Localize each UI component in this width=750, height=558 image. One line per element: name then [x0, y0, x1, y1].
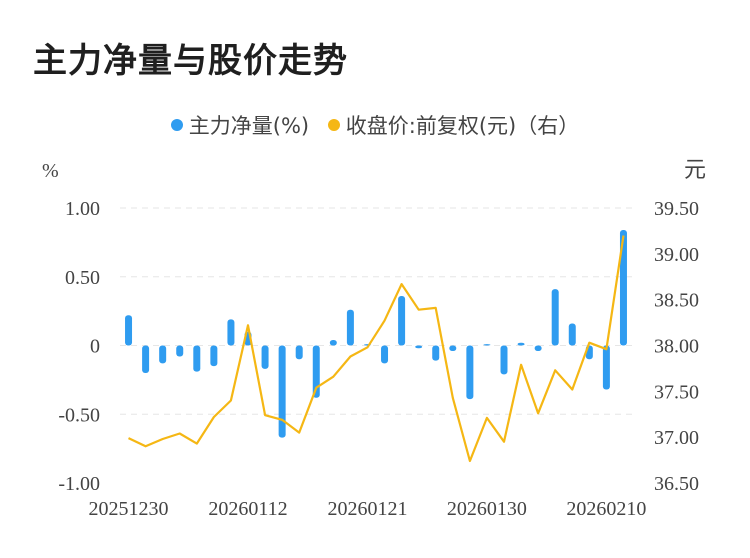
bar[interactable] — [329, 340, 337, 346]
bar-series — [125, 230, 627, 438]
right-tick-label: 36.50 — [654, 473, 699, 495]
left-axis-unit: % — [42, 160, 59, 182]
bar[interactable] — [346, 309, 354, 346]
x-tick-label: 20260130 — [447, 498, 527, 520]
right-tick-label: 38.50 — [654, 290, 699, 312]
left-tick-label: 1.00 — [65, 198, 100, 220]
x-tick-label: 20251230 — [89, 498, 169, 520]
legend: 主力净量(%) 收盘价:前复权(元)（右） — [0, 110, 750, 140]
legend-dot-yellow-icon — [327, 119, 340, 131]
x-axis-ticks: 20251230 20260112 20260121 20260130 20260210 — [89, 498, 647, 520]
close-price-line[interactable] — [128, 235, 625, 463]
x-tick-label: 20260112 — [208, 498, 287, 520]
left-tick-label: 0.50 — [65, 267, 100, 289]
bar[interactable] — [602, 345, 610, 390]
bar[interactable] — [415, 345, 423, 349]
left-tick-label: -1.00 — [58, 473, 100, 495]
bar[interactable] — [142, 345, 150, 374]
bar[interactable] — [483, 344, 491, 346]
bar[interactable] — [381, 345, 389, 364]
legend-dot-blue-icon — [170, 119, 183, 131]
bar[interactable] — [551, 289, 559, 346]
left-tick-label: -0.50 — [58, 404, 100, 426]
bar[interactable] — [312, 345, 320, 398]
bar[interactable] — [295, 345, 303, 360]
right-tick-label: 38.00 — [654, 336, 699, 358]
bar[interactable] — [398, 296, 406, 346]
right-tick-label: 37.00 — [654, 427, 699, 449]
legend-label-close-price: 收盘价:前复权(元)（右） — [345, 114, 580, 138]
bar[interactable] — [193, 345, 201, 372]
right-axis-ticks: 39.50 39.00 38.50 38.00 37.50 37.00 36.50 — [654, 198, 699, 495]
bar[interactable] — [534, 345, 542, 352]
grid-lines — [120, 207, 632, 415]
chart-title: 主力净量与股价走势 — [33, 41, 348, 81]
right-tick-label: 39.50 — [654, 198, 699, 220]
bar[interactable] — [568, 323, 576, 346]
line-series — [128, 235, 625, 463]
right-tick-label: 39.00 — [654, 244, 699, 266]
x-tick-label: 20260121 — [327, 498, 407, 520]
x-tick-label: 20260210 — [566, 498, 646, 520]
bar[interactable] — [159, 345, 167, 364]
right-tick-label: 37.50 — [654, 381, 699, 403]
bar[interactable] — [176, 345, 184, 357]
legend-label-net-volume: 主力净量(%) — [188, 114, 310, 138]
left-tick-label: 0 — [90, 336, 100, 358]
bar[interactable] — [500, 345, 508, 375]
right-axis-unit: 元 — [684, 158, 706, 183]
bar[interactable] — [227, 319, 235, 346]
bar[interactable] — [125, 315, 133, 346]
bar[interactable] — [466, 345, 474, 400]
bar[interactable] — [261, 345, 269, 369]
bar[interactable] — [619, 230, 627, 346]
bar[interactable] — [432, 345, 440, 361]
bar[interactable] — [449, 345, 457, 352]
legend-item-close-price[interactable]: 收盘价:前复权(元)（右） — [327, 110, 580, 140]
left-axis-ticks: 1.00 0.50 0 -0.50 -1.00 — [58, 198, 100, 495]
bar[interactable] — [278, 345, 286, 438]
bar[interactable] — [517, 342, 525, 346]
bar[interactable] — [210, 345, 218, 367]
legend-item-net-volume[interactable]: 主力净量(%) — [170, 110, 310, 140]
